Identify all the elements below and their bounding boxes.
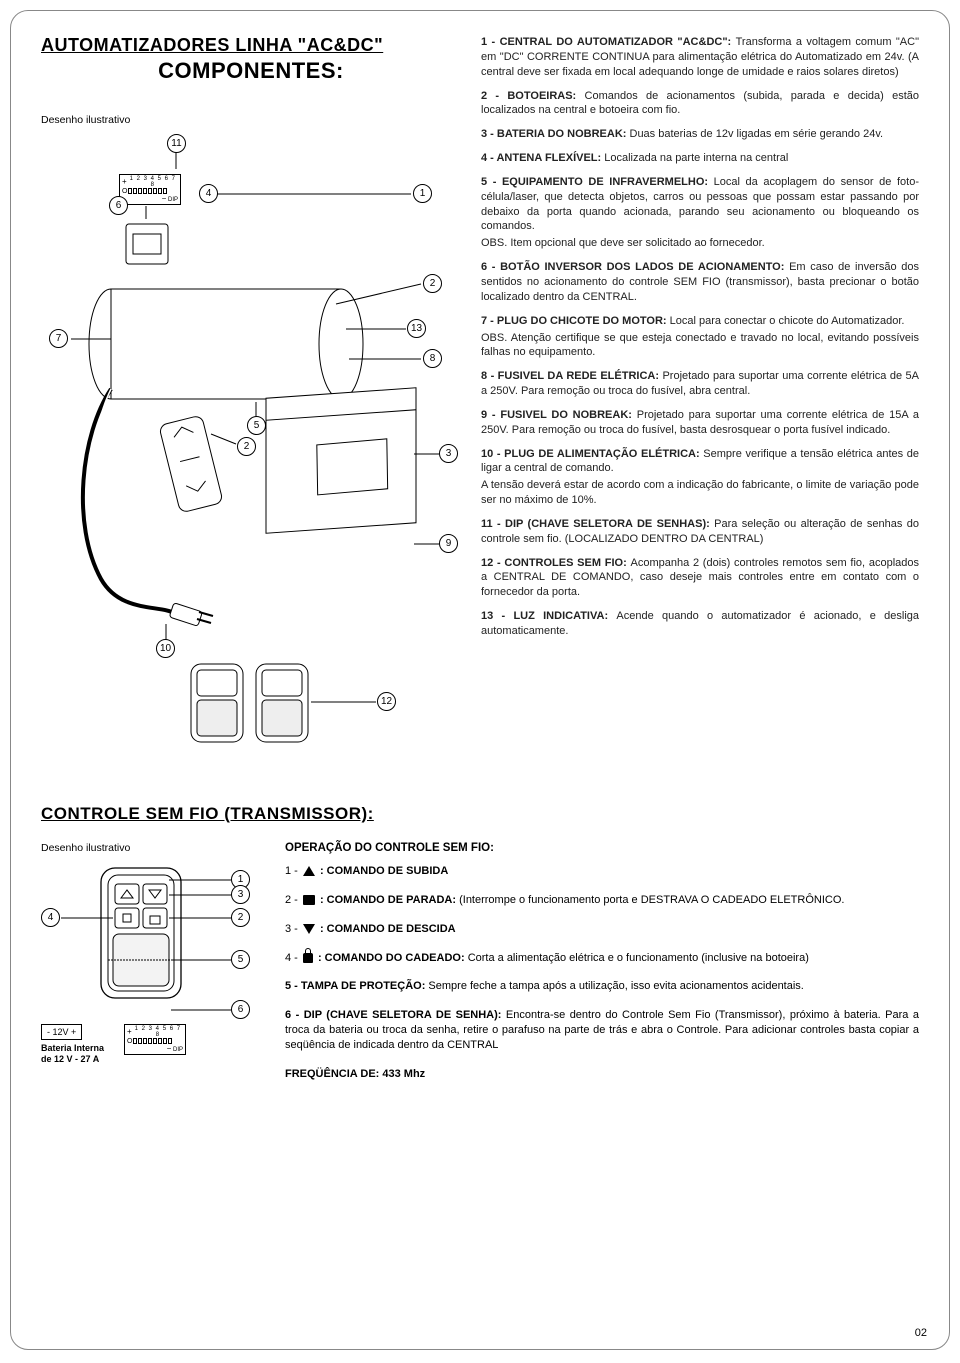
callout-1: 1 bbox=[413, 184, 432, 203]
illustration-label: Desenho ilustrativo bbox=[41, 114, 461, 126]
stop-icon bbox=[303, 895, 315, 905]
battery-box: - 12V + bbox=[41, 1024, 82, 1040]
callout-7: 7 bbox=[49, 329, 68, 348]
callout-9: 9 bbox=[439, 534, 458, 553]
callout-5: 5 bbox=[247, 416, 266, 435]
callout-3: 3 bbox=[439, 444, 458, 463]
page-title: AUTOMATIZADORES LINHA "AC&DC" bbox=[41, 35, 461, 56]
page-number: 02 bbox=[915, 1327, 927, 1339]
up-icon bbox=[303, 866, 315, 876]
remote-diagram: 1 3 2 4 5 6 - 12V + Bateria Interna de 1… bbox=[41, 854, 259, 1064]
remote-ops: OPERAÇÃO DO CONTROLE SEM FIO: 1 - : COMA… bbox=[285, 842, 919, 1096]
dip-switch-box: + 1 2 3 4 5 6 7 8 O − DIP bbox=[119, 174, 181, 205]
page-subtitle: COMPONENTES: bbox=[41, 58, 461, 84]
callout-10: 10 bbox=[156, 639, 175, 658]
remote-c3: 3 bbox=[231, 885, 250, 904]
lock-icon bbox=[303, 953, 313, 963]
callout-8: 8 bbox=[423, 349, 442, 368]
callout-11: 11 bbox=[167, 134, 186, 153]
callout-6: 6 bbox=[109, 196, 128, 215]
callout-2b: 2 bbox=[237, 437, 256, 456]
remote-c2: 2 bbox=[231, 908, 250, 927]
callout-4: 4 bbox=[199, 184, 218, 203]
down-icon bbox=[303, 924, 315, 934]
battery-label: Bateria Interna de 12 V - 27 A bbox=[41, 1043, 104, 1065]
remote-illustration-label: Desenho ilustrativo bbox=[41, 842, 259, 854]
remote-c6: 6 bbox=[231, 1000, 250, 1019]
remote-c5: 5 bbox=[231, 950, 250, 969]
descriptions: 1 - CENTRAL DO AUTOMATIZADOR "AC&DC": Tr… bbox=[481, 35, 919, 774]
callout-12: 12 bbox=[377, 692, 396, 711]
section2-title: CONTROLE SEM FIO (TRANSMISSOR): bbox=[41, 804, 919, 824]
main-diagram: + 1 2 3 4 5 6 7 8 O − DIP 11 4 1 6 bbox=[41, 134, 461, 774]
remote-c4: 4 bbox=[41, 908, 60, 927]
callout-2: 2 bbox=[423, 274, 442, 293]
callout-13: 13 bbox=[407, 319, 426, 338]
remote-dip-box: +1 2 3 4 5 6 7 8 O − DIP bbox=[124, 1024, 186, 1055]
